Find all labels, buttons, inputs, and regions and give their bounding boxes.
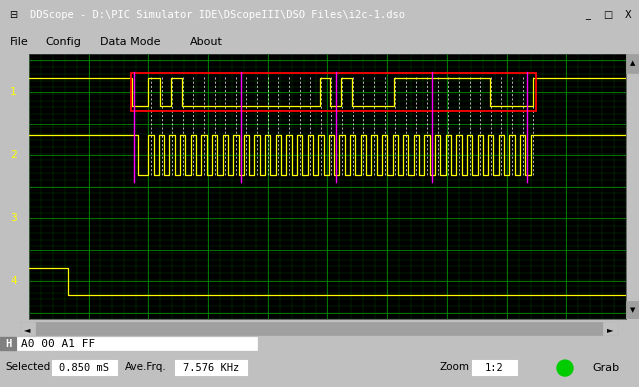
Text: ▲: ▲	[630, 60, 635, 67]
Bar	[472, 360, 517, 375]
Text: A0 00 A1 FF: A0 00 A1 FF	[21, 339, 95, 349]
Text: H: H	[5, 339, 11, 349]
Text: X: X	[625, 10, 631, 20]
Text: Ave.Frq.: Ave.Frq.	[125, 362, 167, 372]
Text: ⊟: ⊟	[9, 10, 17, 20]
Text: □: □	[603, 10, 613, 20]
Text: Config: Config	[45, 37, 81, 47]
Text: Grab: Grab	[592, 363, 620, 373]
Bar	[20, 322, 618, 335]
Bar	[52, 360, 117, 375]
Bar	[175, 360, 247, 375]
Text: 4: 4	[10, 276, 17, 286]
Text: ▼: ▼	[630, 307, 635, 313]
Bar	[626, 54, 639, 73]
Text: Data Mode: Data Mode	[100, 37, 160, 47]
Text: 7.576 KHz: 7.576 KHz	[183, 363, 239, 373]
Text: File: File	[10, 37, 29, 47]
Bar	[2, 4, 24, 26]
Text: About: About	[190, 37, 223, 47]
Bar	[0, 337, 16, 350]
Text: Zoom: Zoom	[440, 362, 470, 372]
Text: 3: 3	[10, 213, 17, 223]
Bar	[620, 3, 637, 27]
Text: 1: 1	[10, 87, 17, 97]
Text: DDScope - D:\PIC Simulator IDE\DScopeIII\DSO Files\i2c-1.dso: DDScope - D:\PIC Simulator IDE\DScopeIII…	[30, 10, 405, 20]
Circle shape	[557, 360, 573, 376]
Bar	[582, 358, 630, 377]
Bar	[20, 322, 35, 335]
Text: 0.850 mS: 0.850 mS	[59, 363, 109, 373]
Text: Selected: Selected	[5, 362, 50, 372]
Text: 1:2: 1:2	[484, 363, 504, 373]
Text: 2: 2	[10, 150, 17, 160]
Text: ►: ►	[607, 325, 613, 334]
Text: ◄: ◄	[24, 325, 30, 334]
Bar	[131, 73, 536, 111]
Bar	[603, 322, 618, 335]
Bar	[17, 337, 257, 350]
Text: _: _	[585, 10, 590, 20]
Bar	[626, 301, 639, 319]
Bar	[600, 3, 617, 27]
Bar	[580, 3, 597, 27]
